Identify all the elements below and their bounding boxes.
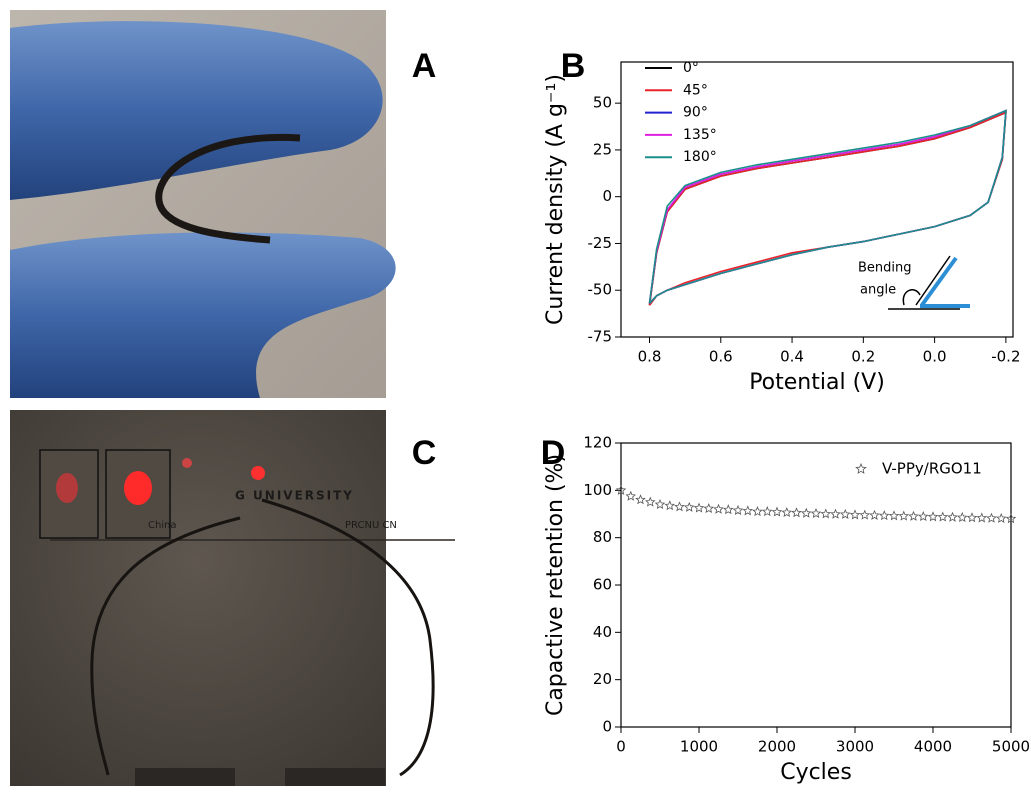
data-point [674, 501, 685, 512]
data-point [781, 507, 792, 518]
plot-frame [620, 61, 1014, 338]
y-tick-label: 50 [593, 94, 612, 112]
data-point [947, 511, 958, 522]
data-point [898, 510, 909, 521]
data-point [996, 512, 1007, 523]
data-point [840, 508, 851, 519]
y-tick-label: 25 [593, 140, 612, 158]
data-point [693, 502, 705, 513]
data-point [859, 509, 870, 520]
y-tick-label: 20 [593, 670, 612, 688]
data-point [918, 511, 929, 522]
x-tick-label: 0 [616, 738, 626, 756]
data-point [801, 507, 812, 518]
legend-label: 135° [683, 127, 717, 143]
data-point [742, 505, 753, 516]
y-tick-label: 40 [593, 623, 612, 641]
y-tick-label: 120 [583, 434, 612, 452]
x-tick-label: 3000 [836, 738, 874, 756]
data-point [615, 484, 627, 495]
data-point [791, 507, 802, 518]
x-tick-label: 2000 [758, 738, 796, 756]
data-point [966, 512, 978, 523]
data-point [830, 508, 841, 519]
x-tick-label: 0.2 [851, 348, 875, 366]
y-tick-label: -50 [588, 281, 613, 299]
data-point [625, 490, 636, 501]
legend-label: 90° [683, 105, 708, 121]
data-point [937, 511, 948, 522]
panel-label: B [561, 47, 586, 85]
x-tick-label: 0.4 [780, 348, 804, 366]
y-tick-label: 100 [583, 481, 612, 499]
x-tick-label: 5000 [992, 738, 1030, 756]
data-point [888, 510, 900, 521]
data-point [927, 511, 939, 522]
legend-label: 0° [683, 60, 699, 76]
bending-inset [888, 255, 970, 310]
data-point [820, 508, 831, 519]
data-point [957, 511, 968, 523]
y-tick-label: 0 [602, 187, 612, 205]
panel-label: C [412, 434, 437, 472]
photo-text: PRCNU CN [345, 520, 397, 531]
x-tick-label: -0.2 [991, 348, 1020, 366]
data-point [976, 512, 987, 523]
cv-curve [648, 109, 1007, 304]
x-tick-label: 0.0 [923, 348, 947, 366]
data-point [752, 506, 763, 517]
x-tick-label: 0.6 [709, 348, 733, 366]
plot-frame [620, 442, 1012, 728]
x-axis-label: Cycles [780, 760, 852, 785]
annotation: Bending [858, 261, 912, 276]
y-tick-label: 0 [602, 718, 612, 736]
y-axis-label: Capactive retention (%) [543, 454, 568, 716]
data-point [1005, 513, 1017, 524]
data-point [869, 509, 880, 520]
x-tick-label: 0.8 [638, 348, 662, 366]
data-point [645, 496, 656, 507]
data-point [664, 500, 675, 511]
photo-c [10, 410, 455, 786]
legend-label: 180° [683, 149, 717, 165]
y-tick-label: -25 [588, 234, 613, 252]
data-point [703, 503, 714, 514]
x-tick-label: 1000 [680, 738, 718, 756]
panel-label: A [412, 47, 437, 85]
legend-label: V-PPy/RGO11 [882, 460, 982, 478]
data-point [908, 510, 919, 521]
y-axis-label: Current density (A g⁻¹) [543, 74, 568, 325]
legend-marker [855, 462, 867, 474]
x-tick-label: 4000 [914, 738, 952, 756]
legend-label: 45° [683, 82, 708, 98]
data-point [849, 509, 861, 520]
data-point [684, 501, 695, 512]
photo-text: G UNIVERSITY [235, 489, 354, 503]
data-point [713, 503, 724, 514]
data-point [810, 507, 822, 519]
photo-a [10, 10, 396, 398]
data-point [635, 494, 646, 505]
data-point [732, 504, 744, 515]
panel-label: D [541, 434, 566, 472]
data-point [723, 504, 734, 515]
data-point [879, 510, 890, 521]
annotation: angle [860, 283, 896, 298]
y-tick-label: 80 [593, 528, 612, 546]
y-tick-label: -75 [588, 328, 613, 346]
photo-text: China [148, 520, 177, 531]
data-point [654, 498, 666, 510]
y-tick-label: 60 [593, 576, 612, 594]
x-axis-label: Potential (V) [749, 370, 885, 395]
data-point [986, 512, 997, 523]
data-point [762, 506, 773, 517]
data-point [771, 506, 783, 517]
